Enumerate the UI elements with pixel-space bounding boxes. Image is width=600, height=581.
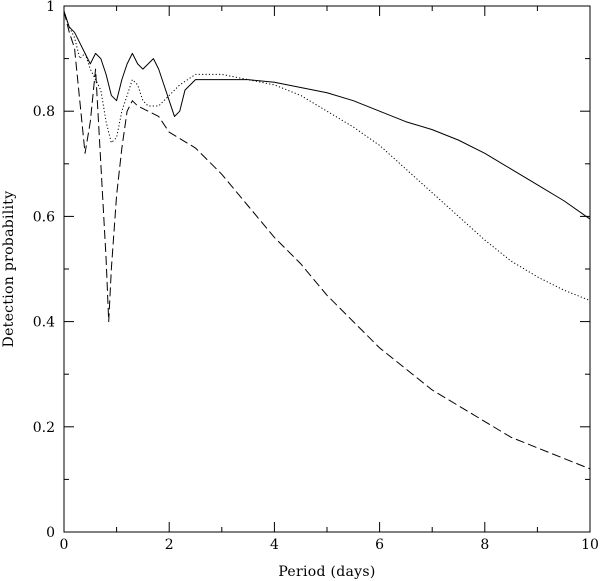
y-tick-label: 1 <box>46 0 55 15</box>
y-tick-label: 0.6 <box>33 209 55 225</box>
x-tick-label: 6 <box>375 537 384 553</box>
x-tick-label: 8 <box>480 537 489 553</box>
series-line-solid <box>63 11 591 220</box>
x-tick-label: 10 <box>581 537 599 553</box>
y-tick-label: 0.4 <box>33 315 55 331</box>
y-tick-label: 0.8 <box>33 104 55 120</box>
series-line-dashed <box>63 11 591 470</box>
plot-frame <box>63 5 591 533</box>
x-tick-label: 2 <box>165 537 174 553</box>
axis-ticks <box>63 5 591 533</box>
y-tick-label: 0 <box>46 525 55 541</box>
x-tick-label: 0 <box>60 537 69 553</box>
x-axis-label: Period (days) <box>278 564 375 580</box>
y-axis-label: Detection probability <box>1 191 17 348</box>
x-tick-label: 4 <box>270 537 279 553</box>
series-line-dotted <box>63 11 591 302</box>
axis-tick-labels: 0 2 4 6 8 10 0 0.2 0.4 0.6 0.8 1 <box>33 0 599 553</box>
series-layer <box>63 11 591 470</box>
y-tick-label: 0.2 <box>33 420 55 436</box>
